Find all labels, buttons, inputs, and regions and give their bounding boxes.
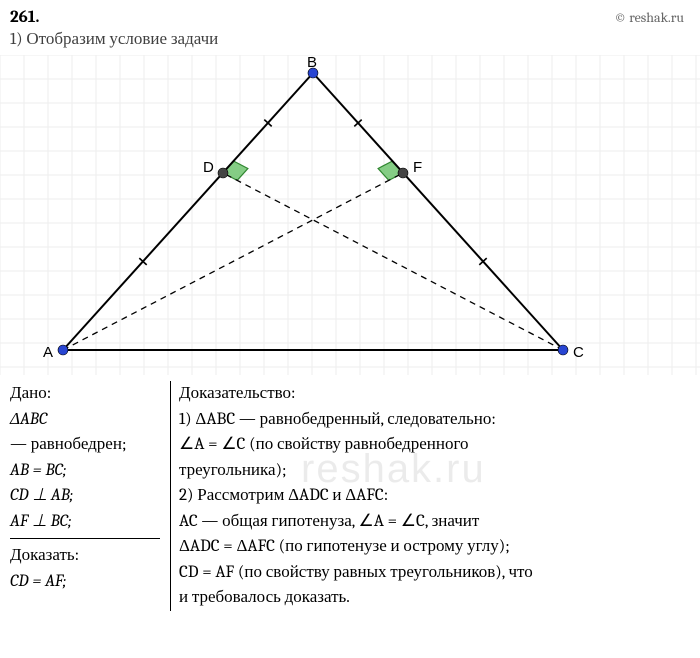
- svg-text:C: C: [573, 344, 584, 361]
- given-line: CD ⊥ AB;: [10, 483, 162, 509]
- proof-line: треугольника);: [179, 458, 690, 484]
- proof-line: AC — общая гипотенуза, ∠A = ∠C, значит: [179, 509, 690, 535]
- solution-table: Дано: ΔABC — равнобедрен; AB = BC; CD ⊥ …: [0, 375, 700, 611]
- given-line: AB = BC;: [10, 458, 162, 484]
- prove-line: CD = AF;: [10, 569, 162, 595]
- step-1-text: 1) Отобразим условие задачи: [0, 29, 700, 55]
- prove-title: Доказать:: [10, 543, 162, 569]
- proof-line: ΔADC = ΔAFC (по гипотенузе и острому угл…: [179, 534, 690, 560]
- proof-line: и требовалось доказать.: [179, 585, 690, 611]
- given-line: — равнобедрен;: [10, 432, 162, 458]
- svg-text:D: D: [203, 159, 214, 176]
- geometry-figure: A B C D F: [0, 55, 700, 375]
- proof-title: Доказательство:: [179, 381, 690, 407]
- proof-line: CD = AF (по свойству равных треугольнико…: [179, 560, 690, 586]
- svg-text:F: F: [413, 159, 422, 176]
- svg-text:A: A: [43, 344, 53, 361]
- given-line: AF ⊥ BC;: [10, 509, 162, 535]
- proof-line: 1) ΔABC — равнобедренный, следовательно:: [179, 407, 690, 433]
- divider: [10, 538, 160, 539]
- svg-text:B: B: [307, 55, 317, 71]
- given-title: Дано:: [10, 381, 162, 407]
- site-credit: © reshak.ru: [614, 9, 684, 26]
- proof-line: ∠A = ∠C (по свойству равнобедренного: [179, 432, 690, 458]
- proof-line: 2) Рассмотрим ΔADC и ΔAFC:: [179, 483, 690, 509]
- problem-number: 261.: [10, 8, 39, 27]
- given-line: ΔABC: [10, 407, 162, 433]
